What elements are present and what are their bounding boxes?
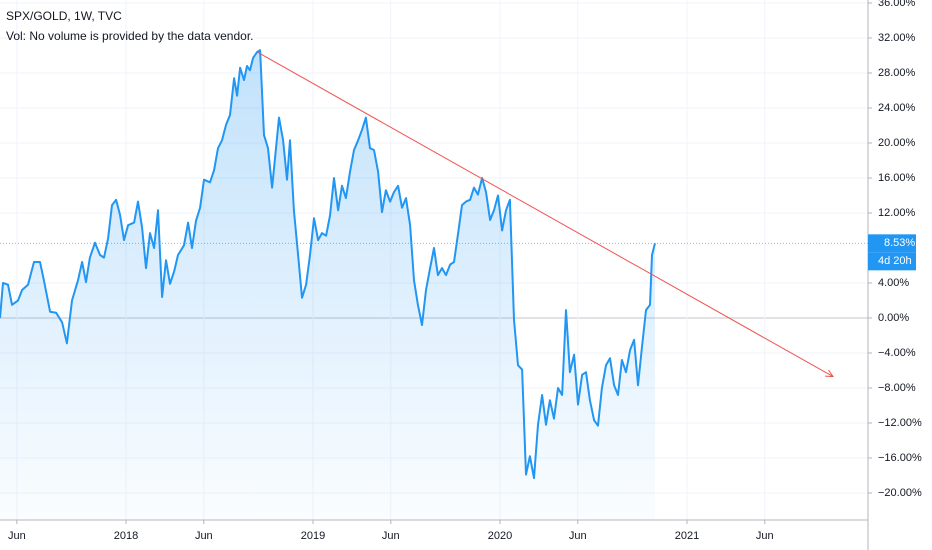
y-tick-label: −12.00%: [878, 417, 922, 429]
y-tick-label: −16.00%: [878, 452, 922, 464]
y-tick-label: 12.00%: [878, 207, 916, 219]
volume-note: Vol: No volume is provided by the data v…: [6, 29, 253, 43]
trend-arrowhead: [825, 369, 835, 378]
countdown-label: 4d 20h: [878, 255, 912, 267]
y-tick-label: 32.00%: [878, 32, 916, 44]
area-fill: [0, 50, 655, 520]
y-tick-label: 4.00%: [878, 277, 909, 289]
y-tick-label: 16.00%: [878, 172, 916, 184]
x-tick-label: 2021: [675, 530, 699, 542]
y-tick-label: −8.00%: [878, 382, 916, 394]
y-tick-label: −20.00%: [878, 487, 922, 499]
x-tick-label: Jun: [195, 530, 213, 542]
countdown-box: [868, 252, 916, 271]
symbol-title: SPX/GOLD, 1W, TVC: [6, 9, 122, 23]
last-value-label: 8.53%: [884, 237, 915, 249]
x-tick-label: 2019: [301, 530, 325, 542]
y-tick-label: 28.00%: [878, 67, 916, 79]
trend-line: [256, 51, 834, 378]
last-value-box: [868, 234, 916, 253]
x-tick-label: 2020: [488, 530, 512, 542]
y-tick-label: 0.00%: [878, 312, 909, 324]
x-tick-label: Jun: [569, 530, 587, 542]
x-tick-label: Jun: [382, 530, 400, 542]
x-tick-label: Jun: [8, 530, 26, 542]
x-tick-label: Jun: [756, 530, 774, 542]
y-tick-label: 20.00%: [878, 137, 916, 149]
x-tick-label: 2018: [114, 530, 138, 542]
y-tick-label: 24.00%: [878, 102, 916, 114]
y-tick-label: −4.00%: [878, 347, 916, 359]
price-line: [0, 49, 656, 480]
y-tick-label: 36.00%: [878, 0, 916, 9]
